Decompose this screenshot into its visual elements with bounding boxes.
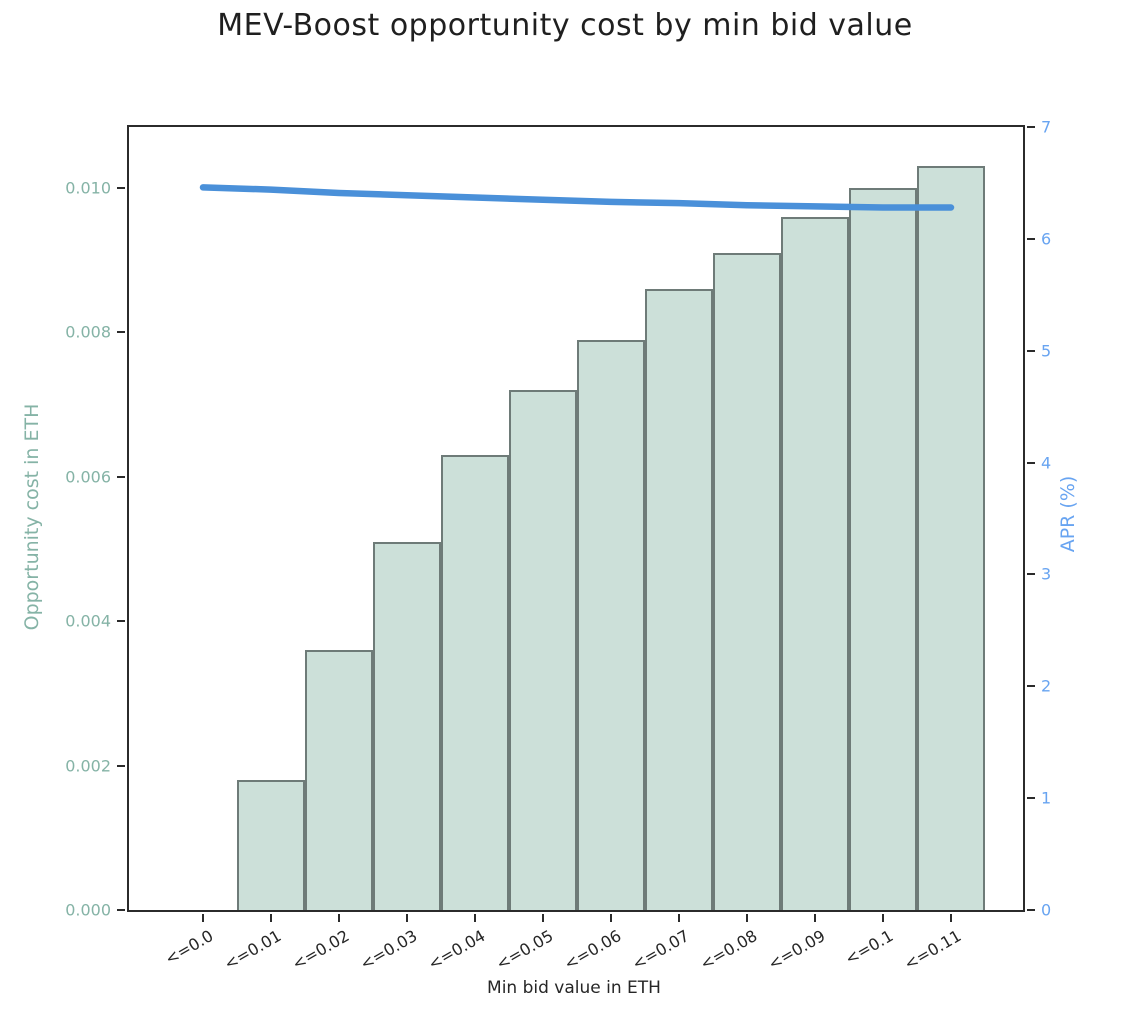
apr-line [199,184,955,211]
y-tick-left-label: 0.000 [65,900,111,920]
bar-<=0.1 [849,188,917,910]
y-tick-right-label: 7 [1041,117,1052,137]
x-tick [814,914,816,922]
y-tick-right-label: 2 [1041,676,1052,696]
y-tick-left [117,909,125,911]
x-tick-label: <=0.03 [356,926,421,974]
x-tick [882,914,884,922]
x-tick-label: <=0.06 [560,926,625,974]
y-tick-left [117,475,125,478]
bar-<=0.08 [713,253,781,910]
bar-<=0.11 [917,166,985,910]
y-tick-right [1027,237,1035,240]
x-tick [678,914,680,922]
x-tick [406,914,408,922]
x-tick [746,914,748,922]
plot-area: 0.000 0.002 0.004 0.006 0.008 0.010 0 1 2 3 4 5 6 7 <=… [65,118,1051,974]
y-tick-right [1027,797,1035,800]
x-tick-label: <=0.01 [220,926,285,974]
y-tick-left [117,187,125,189]
x-tick [270,914,272,922]
x-tick-label: <=0.0 [161,926,217,969]
y-tick-right [1027,126,1035,128]
y-tick-left [117,620,125,623]
y-tick-left-label: 0.002 [65,756,111,776]
bar-<=0.03 [373,541,441,910]
bar-<=0.06 [577,339,645,910]
y-tick-right-label: 6 [1041,229,1052,249]
x-tick [610,914,612,922]
x-tick-label: <=0.11 [900,926,965,974]
apr-line-layer [199,184,955,211]
y-tick-left [117,331,125,334]
y-tick-left-label: 0.008 [65,322,111,342]
x-tick [202,914,204,922]
bar-<=0.04 [441,455,509,910]
bars-layer [129,127,1023,910]
x-tick [542,914,544,922]
x-tick [338,914,340,922]
x-tick-label: <=0.02 [288,926,353,974]
x-tick-label: <=0.05 [492,926,557,974]
y-tick-right [1027,349,1035,352]
y-tick-right-label: 5 [1041,341,1052,361]
y-tick-left-label: 0.004 [65,611,111,631]
x-tick [474,914,476,922]
y-tick-left-label: 0.010 [65,178,111,198]
y-tick-right [1027,461,1035,464]
chart-title: MEV-Boost opportunity cost by min bid va… [217,8,913,43]
x-tick [950,914,952,922]
x-axis-label: Min bid value in ETH [487,978,661,998]
y-tick-right-label: 1 [1041,788,1052,808]
x-tick-label: <=0.08 [696,926,761,974]
bar-<=0.02 [305,650,373,910]
bar-<=0.09 [781,216,849,910]
bar-<=0.07 [645,289,713,910]
y-tick-right-label: 0 [1041,900,1052,920]
ticks-layer: 0.000 0.002 0.004 0.006 0.008 0.010 0 1 2 3 4 5 6 7 <=… [65,118,1051,974]
x-tick-label: <=0.04 [424,926,489,974]
y-tick-left-label: 0.006 [65,467,111,487]
right-axis-label: APR (%) [1057,475,1079,553]
y-tick-right [1027,685,1035,688]
y-tick-right [1027,573,1035,576]
y-tick-right-label: 4 [1041,453,1052,473]
y-tick-left [117,764,125,767]
x-tick-label: <=0.1 [841,926,897,969]
left-axis-label: Opportunity cost in ETH [21,403,43,631]
x-tick-label: <=0.09 [764,926,829,974]
x-tick-label: <=0.07 [628,926,693,974]
bar-<=0.05 [509,390,577,910]
bar-<=0.01 [237,780,305,910]
y-tick-right [1027,909,1035,911]
y-tick-right-label: 3 [1041,564,1052,584]
